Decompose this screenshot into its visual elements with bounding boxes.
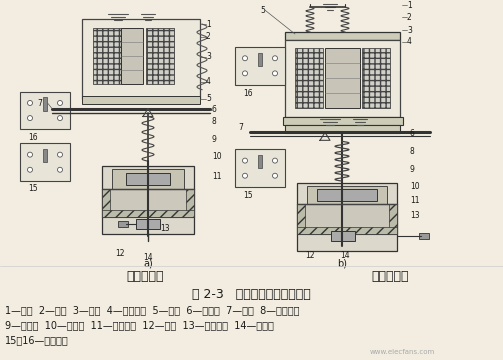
Text: 16: 16	[28, 134, 38, 143]
Text: 9: 9	[410, 165, 415, 174]
Circle shape	[242, 71, 247, 76]
Bar	[362, 48, 390, 108]
Bar	[112, 169, 184, 189]
Text: 7: 7	[37, 99, 42, 108]
Circle shape	[57, 152, 62, 157]
Bar	[82, 19, 200, 99]
Text: 6: 6	[212, 105, 217, 114]
Circle shape	[242, 158, 247, 163]
Bar	[285, 32, 400, 40]
Bar	[93, 28, 121, 84]
Bar	[102, 189, 194, 217]
Text: 12?: 12?	[212, 194, 222, 198]
Bar	[283, 117, 403, 125]
Bar	[20, 143, 70, 181]
Circle shape	[57, 100, 62, 105]
Circle shape	[28, 167, 33, 172]
Bar	[297, 227, 397, 234]
Text: 1—线圈  2—鐵心  3—衔鐵  4—反力弹簧  5—推板  6—活塞杆  7—杠杆  8—塔形弹簧: 1—线圈 2—鐵心 3—衔鐵 4—反力弹簧 5—推板 6—活塞杆 7—杠杆 8—…	[5, 305, 299, 315]
Bar	[118, 221, 128, 227]
Bar	[295, 48, 323, 108]
Bar	[235, 149, 285, 187]
Text: 5: 5	[206, 94, 211, 103]
Text: 15: 15	[243, 191, 253, 200]
Text: 12: 12	[115, 249, 125, 258]
Bar	[285, 125, 400, 134]
Text: 3: 3	[407, 26, 412, 35]
Text: 11: 11	[212, 172, 221, 181]
Circle shape	[28, 152, 33, 157]
Bar	[325, 48, 360, 108]
Text: www.elecfans.com: www.elecfans.com	[370, 349, 435, 355]
Text: 4: 4	[206, 77, 211, 86]
Bar	[102, 166, 194, 234]
Bar	[297, 204, 305, 234]
Circle shape	[28, 116, 33, 121]
Text: 6: 6	[410, 129, 415, 138]
Bar	[43, 97, 47, 111]
Bar	[82, 96, 200, 104]
Bar	[102, 189, 110, 217]
Text: 8: 8	[212, 117, 217, 126]
Text: 9: 9	[212, 135, 217, 144]
Bar	[20, 92, 70, 129]
Text: 2: 2	[206, 32, 211, 41]
Bar	[136, 219, 160, 229]
Circle shape	[273, 158, 278, 163]
Text: 9—弱弹簧  10—橡皮膜  11—空气室壁  12—活塞  13—调节螺钉  14—进气孔: 9—弱弹簧 10—橡皮膜 11—空气室壁 12—活塞 13—调节螺钉 14—进气…	[5, 320, 274, 330]
Circle shape	[28, 100, 33, 105]
Circle shape	[273, 71, 278, 76]
Text: 断电延时型: 断电延时型	[371, 270, 409, 283]
Bar	[297, 204, 397, 234]
Text: 4: 4	[407, 37, 412, 46]
Text: 14: 14	[143, 253, 153, 262]
Text: 14: 14	[340, 251, 350, 260]
Bar	[258, 53, 262, 66]
Text: 16: 16	[243, 89, 253, 98]
Text: 10: 10	[212, 152, 222, 161]
Text: 15、16—微动开关: 15、16—微动开关	[5, 335, 69, 345]
Text: 1: 1	[407, 1, 412, 10]
Circle shape	[57, 116, 62, 121]
Bar	[297, 183, 397, 251]
Bar	[389, 204, 397, 234]
Bar	[102, 210, 194, 217]
Bar	[258, 155, 262, 168]
Bar	[317, 189, 377, 201]
Text: 11: 11	[410, 197, 420, 206]
Circle shape	[242, 173, 247, 178]
Text: 2: 2	[407, 13, 412, 22]
Bar	[43, 149, 47, 162]
Text: 7: 7	[238, 123, 243, 132]
Text: 3: 3	[206, 52, 211, 61]
Bar	[146, 28, 174, 84]
Text: 5: 5	[260, 6, 265, 15]
Bar	[331, 231, 355, 241]
Text: 13: 13	[410, 211, 420, 220]
Bar	[419, 233, 429, 239]
Text: b): b)	[337, 258, 347, 269]
Bar	[307, 186, 387, 204]
Text: a): a)	[143, 258, 153, 269]
Text: 图 2-3   空气阻尼式时间继电器: 图 2-3 空气阻尼式时间继电器	[192, 288, 310, 301]
Circle shape	[57, 167, 62, 172]
Bar	[285, 40, 400, 117]
Circle shape	[242, 56, 247, 61]
Text: 1: 1	[206, 19, 211, 28]
Text: 通电延时型: 通电延时型	[126, 270, 164, 283]
Text: 8: 8	[410, 147, 415, 156]
Bar	[186, 189, 194, 217]
Circle shape	[273, 56, 278, 61]
Text: 13: 13	[160, 224, 170, 233]
Bar	[126, 173, 170, 185]
Text: 10: 10	[410, 181, 420, 190]
Bar	[235, 47, 285, 85]
Text: 15: 15	[28, 184, 38, 193]
Text: 12: 12	[305, 251, 315, 260]
Circle shape	[273, 173, 278, 178]
Bar	[121, 28, 143, 84]
